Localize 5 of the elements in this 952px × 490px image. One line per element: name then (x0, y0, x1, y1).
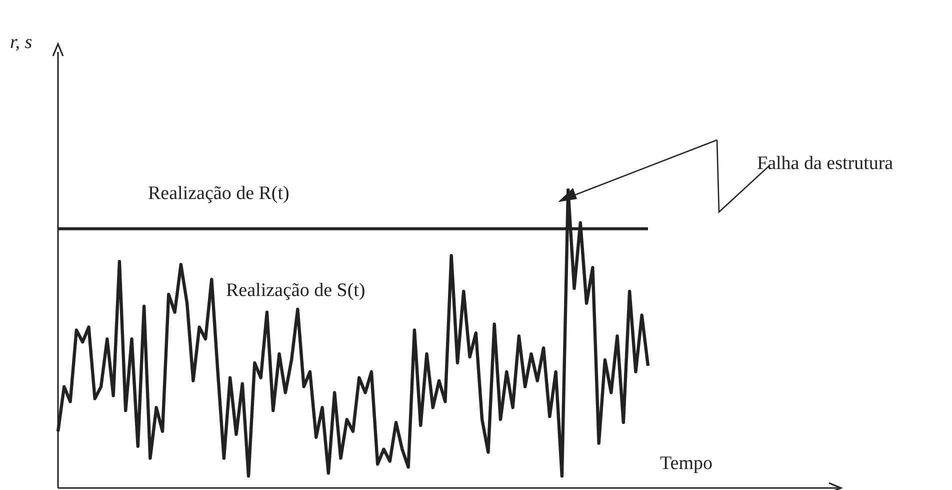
text: r, s (10, 32, 32, 54)
text: Falha da estrutura (757, 153, 894, 175)
series-label: Realização de R(t) (148, 183, 290, 205)
series-label: Realização de S(t) (226, 280, 366, 302)
x-axis-title: Tempo (660, 453, 712, 475)
